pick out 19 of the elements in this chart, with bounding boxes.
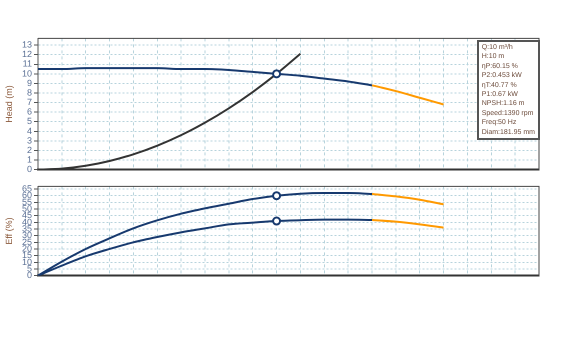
y-tick-label: 0	[26, 270, 32, 280]
y-tick-label: 2	[26, 144, 32, 155]
y-tick-label: 6	[26, 106, 32, 117]
y-tick-label: 1	[26, 154, 32, 165]
y-tick-label: 13	[22, 40, 32, 50]
y-tick-label: 5	[26, 116, 32, 126]
y-tick-label: 7	[26, 97, 32, 108]
y-tick-label: 3	[26, 135, 32, 146]
y-tick-label: 12	[22, 49, 32, 60]
y-tick-label: 11	[22, 58, 32, 69]
y-axis-title: Head (m)	[4, 85, 14, 123]
y-tick-label: 9	[26, 78, 32, 88]
y-tick-label: 25	[22, 236, 32, 247]
y-tick-label: 8	[26, 87, 32, 98]
y-axis-title: Eff (%)	[4, 217, 14, 245]
y-tick-label: 4	[26, 126, 32, 136]
y-tick-label: 10	[22, 68, 32, 78]
y-tick-label: 0	[26, 164, 32, 174]
y-tick-label: 55	[22, 196, 32, 207]
